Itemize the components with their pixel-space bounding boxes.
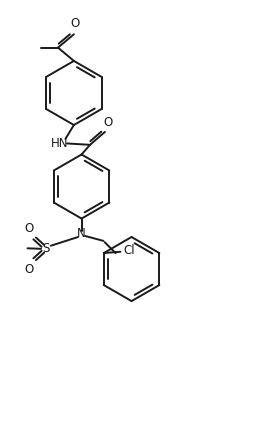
Text: O: O [25, 263, 34, 276]
Text: O: O [70, 17, 80, 30]
Text: O: O [25, 222, 34, 235]
Text: Cl: Cl [123, 244, 135, 257]
Text: O: O [103, 116, 112, 129]
Text: N: N [77, 227, 86, 241]
Text: S: S [43, 242, 50, 255]
Text: HN: HN [51, 137, 69, 150]
